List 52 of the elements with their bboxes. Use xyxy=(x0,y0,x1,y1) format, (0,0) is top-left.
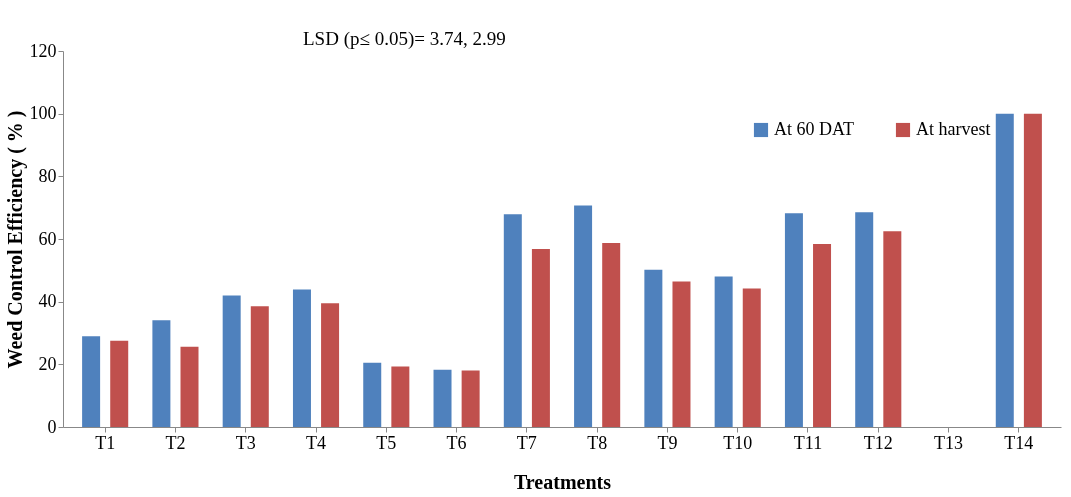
bar xyxy=(574,205,593,427)
bar xyxy=(222,295,241,427)
legend-label: At harvest xyxy=(916,119,991,139)
legend-label: At 60 DAT xyxy=(774,119,854,139)
x-tick-label: T11 xyxy=(793,432,823,453)
bar xyxy=(503,214,522,427)
bar xyxy=(292,289,311,427)
x-tick-label: T7 xyxy=(516,432,537,453)
y-tick-label: 20 xyxy=(38,353,57,374)
bar xyxy=(82,336,101,427)
x-tick-label: T1 xyxy=(95,432,116,453)
x-tick-label: T5 xyxy=(376,432,397,453)
y-tick-label: 80 xyxy=(38,165,57,186)
bar xyxy=(1023,113,1042,427)
bar xyxy=(672,281,691,427)
bar xyxy=(995,113,1014,427)
x-tick-label: T2 xyxy=(165,432,186,453)
bar xyxy=(110,340,129,427)
y-tick-label: 100 xyxy=(29,103,57,124)
x-tick-label: T4 xyxy=(306,432,327,453)
y-tick-label: 0 xyxy=(47,416,57,437)
bar xyxy=(784,213,803,427)
bar xyxy=(250,306,269,427)
x-tick-label: T13 xyxy=(934,432,964,453)
x-axis-title: Treatments xyxy=(513,470,612,493)
bar xyxy=(714,276,733,427)
x-tick-label: T14 xyxy=(1004,432,1034,453)
bar xyxy=(883,231,902,427)
y-tick-label: 120 xyxy=(29,40,57,61)
bar xyxy=(461,370,480,427)
bar xyxy=(742,288,761,427)
bar xyxy=(433,369,452,427)
bar xyxy=(602,243,621,427)
x-tick-label: T8 xyxy=(587,432,608,453)
bar xyxy=(855,212,874,427)
x-tick-label: T12 xyxy=(863,432,893,453)
bar xyxy=(644,269,663,427)
x-tick-label: T3 xyxy=(235,432,256,453)
bar xyxy=(321,303,340,427)
bar xyxy=(813,244,832,427)
x-tick-label: T9 xyxy=(657,432,678,453)
bar xyxy=(180,346,199,427)
bar xyxy=(363,362,382,427)
bar xyxy=(531,249,550,427)
text: LSD (p≤ 0.05)= 3.74, 2.99 xyxy=(303,28,506,50)
y-tick-label: 40 xyxy=(38,291,57,312)
y-axis-title: Weed Control Efficiency ( % ) xyxy=(3,110,27,369)
bar xyxy=(152,320,171,427)
y-tick-label: 60 xyxy=(38,228,57,249)
x-tick-label: T10 xyxy=(723,432,753,453)
x-tick-label: T6 xyxy=(446,432,467,453)
bar xyxy=(391,366,410,427)
